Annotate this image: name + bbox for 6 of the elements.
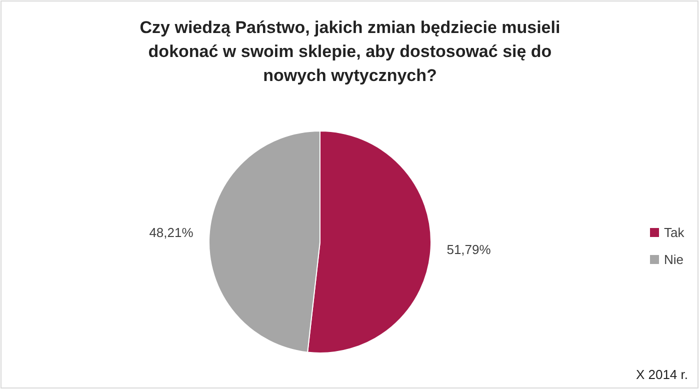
legend-label: Nie (664, 252, 684, 267)
legend-label: Tak (664, 225, 685, 240)
chart-title: Czy wiedzą Państwo, jakich zmian będziecie musieli dokonać w swoim sklepie, aby dostosować się do nowych wytycznych? (140, 18, 560, 85)
data-label: 51,79% (446, 242, 492, 257)
data-label: 48,21% (149, 225, 194, 240)
text: X 2014 r. (636, 367, 688, 382)
